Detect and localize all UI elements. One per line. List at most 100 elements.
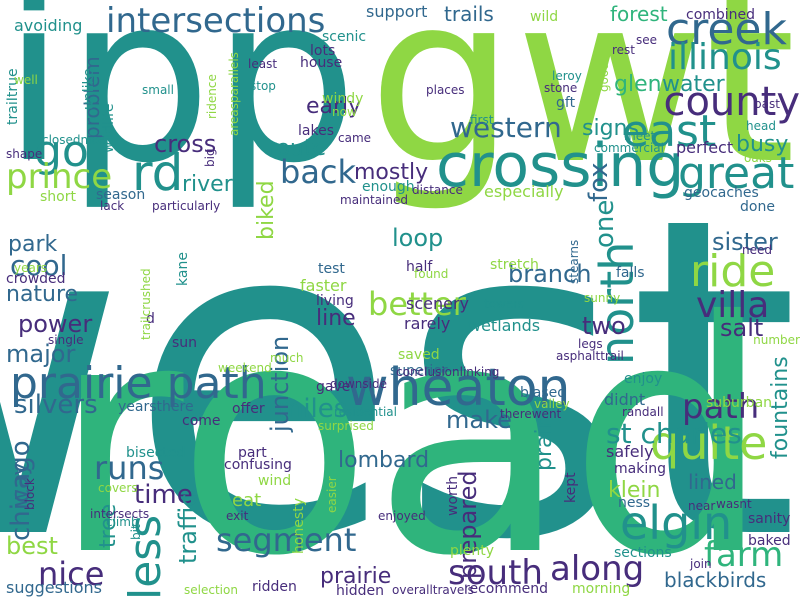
word-maintained: maintained: [340, 193, 408, 207]
word-eat: eat: [232, 490, 262, 511]
word-come: come: [182, 413, 221, 429]
word-enjoyed: enjoyed: [378, 509, 426, 523]
word-gave: gave: [316, 379, 351, 395]
word-best: best: [6, 532, 58, 560]
word-south: south: [448, 553, 543, 593]
word-nice: nice: [38, 555, 105, 593]
word-legs: legs: [578, 337, 603, 351]
word-falls: falls: [616, 265, 645, 281]
word-miles: miles: [278, 394, 348, 424]
word-closednice: closednice: [42, 133, 106, 147]
word-ridden: ridden: [252, 579, 297, 595]
word-shape: shape: [6, 147, 43, 161]
word-farm: farm: [704, 535, 784, 575]
word-wheaton: wheaton: [346, 358, 571, 418]
word-ness: ness: [618, 495, 651, 511]
word-major: major: [6, 340, 76, 368]
word-lakes: lakes: [298, 123, 334, 139]
word-saved: saved: [398, 347, 440, 363]
word-road: road: [52, 254, 772, 600]
word-intersections: intersections: [106, 1, 326, 41]
word-line: line: [316, 306, 356, 331]
word-make: make: [446, 406, 512, 434]
word-recommend: recommend: [464, 581, 548, 597]
word-worth: worth: [445, 475, 461, 516]
word-two: two: [582, 312, 626, 340]
word-rest: rest: [612, 43, 636, 57]
word-downside: downside: [330, 377, 387, 391]
word-kept: kept: [563, 472, 579, 503]
word-cross: cross: [154, 130, 217, 158]
word-glen: glen: [614, 72, 662, 97]
word-forest: forest: [610, 2, 668, 26]
word-yearsthere: yearsthere: [118, 399, 194, 415]
word-salt: salt: [720, 314, 764, 342]
word-living: living: [316, 293, 354, 309]
word-prince: prince: [6, 157, 113, 197]
word-east: east: [622, 106, 717, 157]
word-sunny: sunny: [584, 291, 621, 305]
word-st-charles: st charles: [606, 417, 742, 450]
word-towers: towers: [484, 297, 525, 311]
word-suggestions: suggestions: [6, 578, 102, 597]
word-fountains: fountains: [768, 356, 793, 459]
word-leroy: leroy: [552, 69, 582, 83]
word-windy: windy: [322, 91, 364, 107]
word-segment: segment: [216, 521, 357, 559]
word-combined: combined: [686, 7, 756, 23]
word-perfect: perfect: [676, 138, 734, 157]
word-crossing: crossing: [436, 131, 685, 201]
word-test: test: [318, 261, 345, 277]
word-nature: nature: [6, 282, 79, 307]
word-meet: meet: [624, 129, 656, 143]
word-wasnt: wasnt: [716, 497, 752, 511]
word-commercial: commercial: [594, 141, 664, 155]
word-valley: valley: [534, 397, 570, 411]
word-found: found: [414, 267, 449, 281]
word-lack: lack: [100, 199, 125, 213]
word-overalltravels: overalltravels: [392, 583, 474, 597]
word-klein: klein: [608, 478, 661, 503]
word-stop: stop: [250, 79, 276, 93]
word-wetlands: wetlands: [468, 316, 541, 335]
word-superior: superior: [390, 363, 448, 379]
word-stone: stone: [544, 81, 578, 95]
word-head: head: [746, 119, 776, 133]
word-years: years: [14, 261, 48, 275]
word-avoiding: avoiding: [14, 16, 83, 35]
word-wild: wild: [530, 9, 559, 25]
word-path: path: [682, 387, 760, 427]
word-first: first: [470, 113, 494, 127]
word-didnt: didnt: [604, 390, 646, 409]
word-least: least: [248, 57, 278, 71]
word-good: good: [597, 62, 611, 92]
word-part: part: [238, 445, 267, 461]
word-county: county: [663, 79, 800, 125]
word-back: back: [280, 153, 357, 191]
word-route: route: [268, 136, 327, 161]
word-conclusionlinking: conclusionlinking: [396, 365, 500, 379]
word-need: need: [742, 243, 772, 257]
word-western: western: [450, 111, 562, 144]
word-plenty: plenty: [450, 543, 495, 559]
word-fox: fox: [584, 162, 614, 202]
word-therewent: therewent: [500, 407, 562, 421]
word-particularly: particularly: [152, 199, 221, 213]
word-prairie-path: prairie path: [10, 358, 267, 409]
word-wind: wind: [258, 473, 292, 489]
word-west: west: [0, 124, 800, 600]
word-trails: trails: [444, 2, 494, 26]
word-early: early: [306, 94, 362, 119]
word-exit: exit: [226, 509, 249, 523]
word-surprised: surprised: [318, 419, 374, 433]
word-better: better: [368, 285, 466, 323]
word-rarely: rarely: [404, 314, 451, 333]
word-signs: signs: [582, 116, 639, 141]
word-especially: especially: [484, 182, 564, 201]
word-runs: runs: [94, 449, 165, 487]
word-big: big: [203, 148, 217, 167]
word-ipp: ipp: [2, 0, 358, 214]
word-one: one: [590, 199, 620, 248]
word-join: join: [690, 557, 712, 571]
